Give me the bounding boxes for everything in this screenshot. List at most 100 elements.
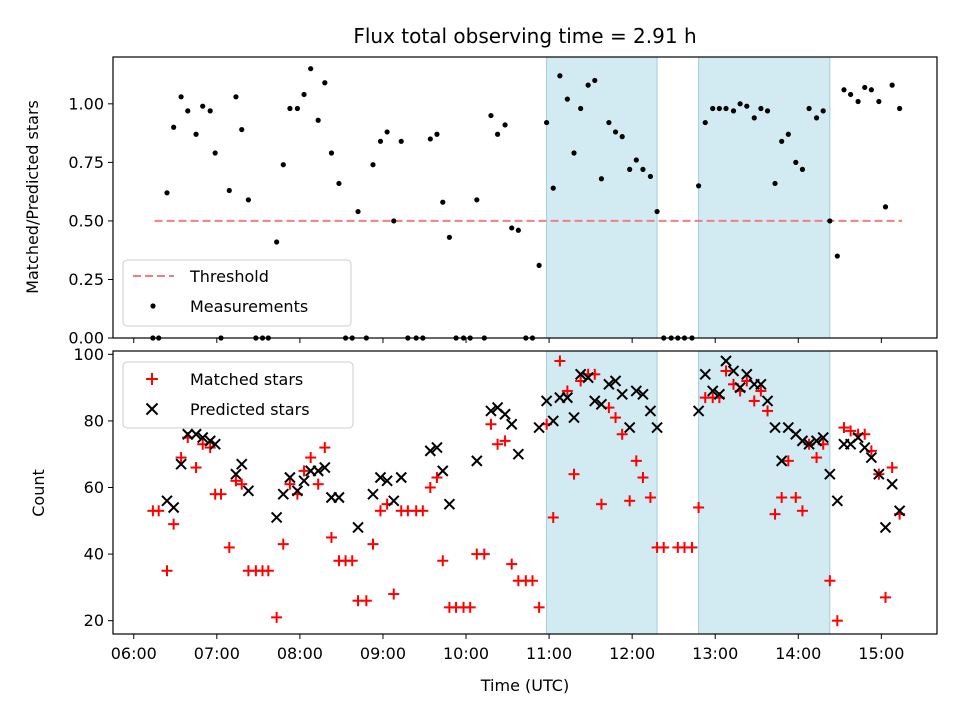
measurement-point <box>391 218 397 224</box>
measurement-point <box>848 91 854 98</box>
measurement-point <box>494 131 501 137</box>
predicted-point <box>424 445 437 457</box>
x-tick-label: 10:00 <box>443 644 489 663</box>
measurement-point <box>164 190 170 196</box>
measurement-point <box>744 103 750 109</box>
matched-point <box>485 418 497 430</box>
matched-point <box>610 412 622 424</box>
predicted-point <box>707 385 719 397</box>
matched-stars-series <box>147 355 906 627</box>
measurement-point <box>647 173 654 180</box>
legend-matched-swatch <box>146 373 158 385</box>
matched-point <box>236 478 248 490</box>
matched-point <box>776 491 788 503</box>
predicted-point <box>810 435 823 447</box>
measurement-point <box>308 66 314 72</box>
measurement-point <box>841 87 847 93</box>
x-tick-label: 11:00 <box>526 644 572 663</box>
matched-point <box>561 385 573 397</box>
measurement-point <box>301 91 307 98</box>
predicted-point <box>197 431 209 444</box>
measurement-point <box>398 138 404 144</box>
predicted-point <box>561 391 574 404</box>
matched-point <box>230 475 242 487</box>
x-tick-label: 14:00 <box>775 644 821 663</box>
predicted-point <box>865 451 878 464</box>
matched-point <box>880 591 891 603</box>
matched-point <box>790 491 802 503</box>
predicted-point <box>734 381 746 394</box>
measurement-point <box>779 138 785 144</box>
measurement-point <box>897 105 903 112</box>
predicted-point <box>312 465 324 477</box>
measurement-point <box>280 162 286 168</box>
measurement-point <box>557 73 563 79</box>
measurement-point <box>294 105 301 112</box>
legend-threshold-label: Threshold <box>189 267 269 286</box>
predicted-point <box>630 385 643 397</box>
measurement-point <box>619 134 625 140</box>
matched-point <box>533 601 545 613</box>
measurement-point <box>785 131 791 137</box>
predicted-point <box>471 455 483 467</box>
predicted-point <box>831 495 844 507</box>
predicted-point <box>319 461 331 474</box>
shaded-interval <box>698 56 831 339</box>
top-y-tick-label: 0.00 <box>68 329 104 348</box>
measurement-point <box>233 94 239 100</box>
x-tick-label: 12:00 <box>609 644 655 663</box>
predicted-point <box>651 421 663 434</box>
measurement-point <box>193 131 199 137</box>
measurement-point <box>876 98 882 105</box>
x-tick-label: 07:00 <box>194 644 240 663</box>
matched-point <box>492 438 504 450</box>
matched-point <box>755 385 767 397</box>
matched-point <box>693 501 705 513</box>
measurement-point <box>868 87 874 93</box>
shaded-interval <box>546 56 658 339</box>
bottom-y-tick-label: 80 <box>84 411 104 430</box>
measurement-point <box>239 126 245 133</box>
measurement-point <box>315 117 321 123</box>
measurement-point <box>855 98 861 105</box>
bottom-y-tick-label: 20 <box>84 611 104 630</box>
measurement-point <box>793 159 799 165</box>
bottom-y-tick-label: 60 <box>84 478 104 497</box>
predicted-point <box>761 395 774 407</box>
predicted-point <box>499 408 511 420</box>
predicted-point <box>699 368 711 381</box>
measurement-point <box>328 150 335 156</box>
predicted-point <box>533 421 545 434</box>
top-y-tick-label: 0.50 <box>68 211 104 230</box>
measurement-point <box>322 80 328 86</box>
measurement-point <box>536 262 542 269</box>
matched-point <box>388 588 400 600</box>
predicted-point <box>852 431 864 444</box>
measurement-point <box>515 227 521 233</box>
bottom-legend: Matched stars Predicted stars <box>122 361 354 429</box>
top-axes-frame <box>112 56 938 339</box>
predicted-point <box>589 395 601 407</box>
bottom-y-axis: 20 40 60 80 100 <box>73 345 113 630</box>
matched-point <box>769 508 781 520</box>
matched-point <box>838 422 850 434</box>
matched-point <box>845 425 857 437</box>
predicted-point <box>824 468 836 480</box>
measurement-point <box>806 105 812 112</box>
measurement-point <box>171 124 177 130</box>
predicted-point <box>512 448 525 460</box>
measurement-point <box>585 82 591 88</box>
predicted-point <box>547 415 559 427</box>
top-legend: Threshold Measurements <box>122 259 352 327</box>
matched-point <box>325 531 337 543</box>
predicted-point <box>209 438 221 450</box>
matched-point <box>554 355 566 367</box>
measurement-point <box>427 136 433 142</box>
matched-point <box>374 505 386 517</box>
measurement-point <box>543 119 550 126</box>
matched-point <box>624 495 636 507</box>
predicted-point <box>437 465 449 477</box>
predicted-point <box>506 418 518 430</box>
x-tick-label: 06:00 <box>111 644 157 663</box>
